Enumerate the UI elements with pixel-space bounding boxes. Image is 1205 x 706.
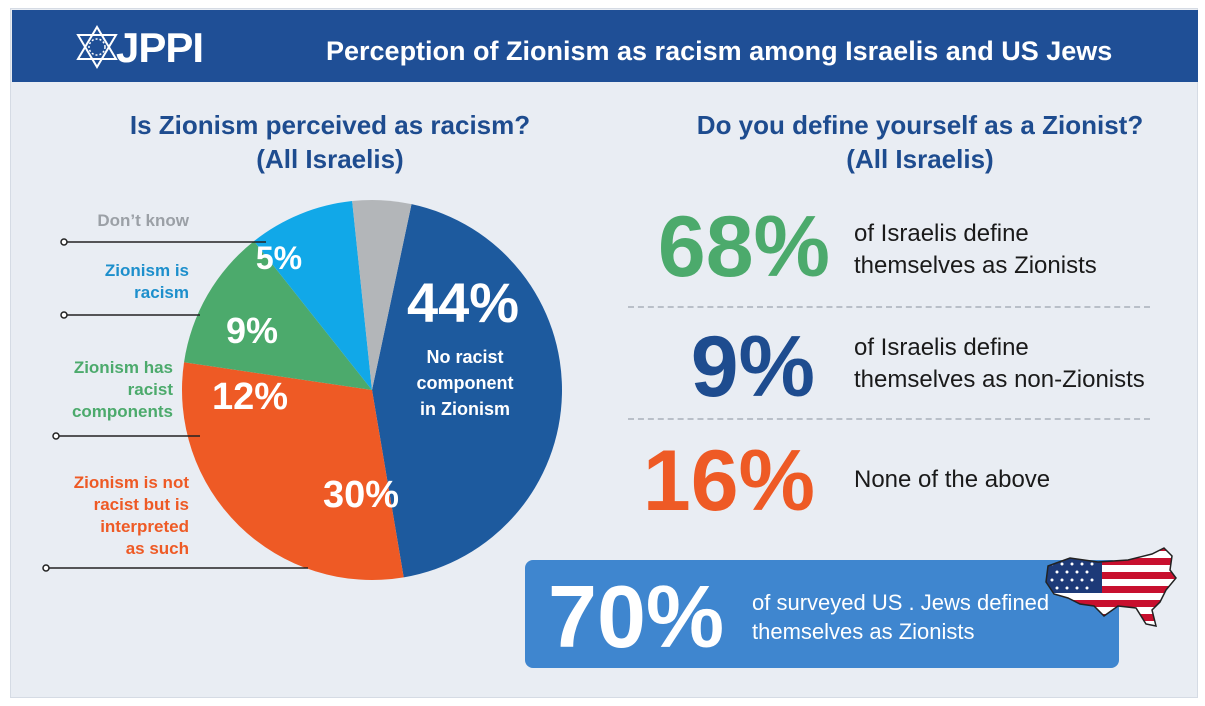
- stat-line: None of the above: [854, 466, 1051, 493]
- slice-value-9: 9%: [225, 310, 279, 351]
- pie-title-line2: (All Israelis): [256, 144, 404, 174]
- stat-text-none: None of the above: [854, 464, 1050, 496]
- us-jews-callout: [525, 560, 1119, 668]
- us-stat-line: themselves as Zionists: [752, 619, 975, 644]
- stat-value-none: 16%: [642, 433, 815, 529]
- desc-line: in Zionism: [420, 399, 510, 419]
- slice-value-30: 30%: [322, 474, 400, 516]
- label-line: racist: [127, 380, 173, 399]
- label-line: Zionism has: [73, 358, 173, 377]
- label-line: racism: [134, 283, 189, 302]
- desc-line: No racist: [426, 347, 504, 367]
- page-title: Perception of Zionism as racism among Is…: [326, 36, 1113, 66]
- stat-line: of Israelis define: [854, 334, 1029, 361]
- logo-text: JPPI: [116, 24, 204, 71]
- label-line: components: [71, 402, 173, 421]
- slice-label-racist-components: Zionism has racist components: [72, 357, 173, 423]
- desc-line: component: [416, 373, 514, 393]
- label-line: interpreted: [100, 517, 189, 536]
- slice-value-12: 12%: [211, 376, 289, 418]
- label-line: as such: [125, 539, 189, 558]
- stats-title-line1: Do you define yourself as a Zionist?: [696, 110, 1144, 140]
- header-bar: JPPI Perception of Zionism as racism amo…: [12, 10, 1198, 82]
- slice-value-44: 44%: [406, 271, 520, 334]
- label-line: Zionism is: [104, 261, 189, 280]
- stats-title-line2: (All Israelis): [846, 144, 994, 174]
- us-map-flag-icon: [1045, 547, 1177, 627]
- star-of-david-logo-icon: [76, 25, 118, 69]
- stat-line: themselves as Zionists: [854, 252, 1097, 279]
- label-line: Don’t know: [97, 211, 189, 230]
- pie-title-line1: Is Zionism perceived as racism?: [129, 110, 531, 140]
- slice-label-dont-know: Don’t know: [97, 210, 189, 232]
- stat-line: themselves as non-Zionists: [854, 366, 1145, 393]
- us-stat-value: 70%: [548, 567, 725, 666]
- slice-desc-no-racist-component: No racist component in Zionism: [400, 344, 530, 422]
- us-stat-text: of surveyed US . Jews defined themselves…: [752, 588, 1049, 646]
- stat-text-non-zionists: of Israelis define themselves as non-Zio…: [854, 332, 1145, 396]
- stats-section-title: Do you define yourself as a Zionist? (Al…: [660, 108, 1180, 176]
- dashed-divider: [628, 418, 1150, 420]
- label-line: Zionism is not: [73, 473, 189, 492]
- stat-value-zionists: 68%: [657, 199, 830, 295]
- label-line: racist but is: [93, 495, 189, 514]
- pie-section-title: Is Zionism perceived as racism? (All Isr…: [90, 108, 570, 176]
- stat-text-zionists: of Israelis define themselves as Zionist…: [854, 218, 1097, 282]
- stat-value-non-zionists: 9%: [690, 319, 815, 415]
- stat-line: of Israelis define: [854, 220, 1029, 247]
- slice-label-not-racist: Zionism is not racist but is interpreted…: [74, 472, 189, 560]
- us-stat-line: of surveyed US . Jews defined: [752, 590, 1050, 615]
- slice-label-racism: Zionism is racism: [105, 260, 189, 304]
- dashed-divider: [628, 306, 1150, 308]
- slice-value-5: 5%: [255, 240, 303, 276]
